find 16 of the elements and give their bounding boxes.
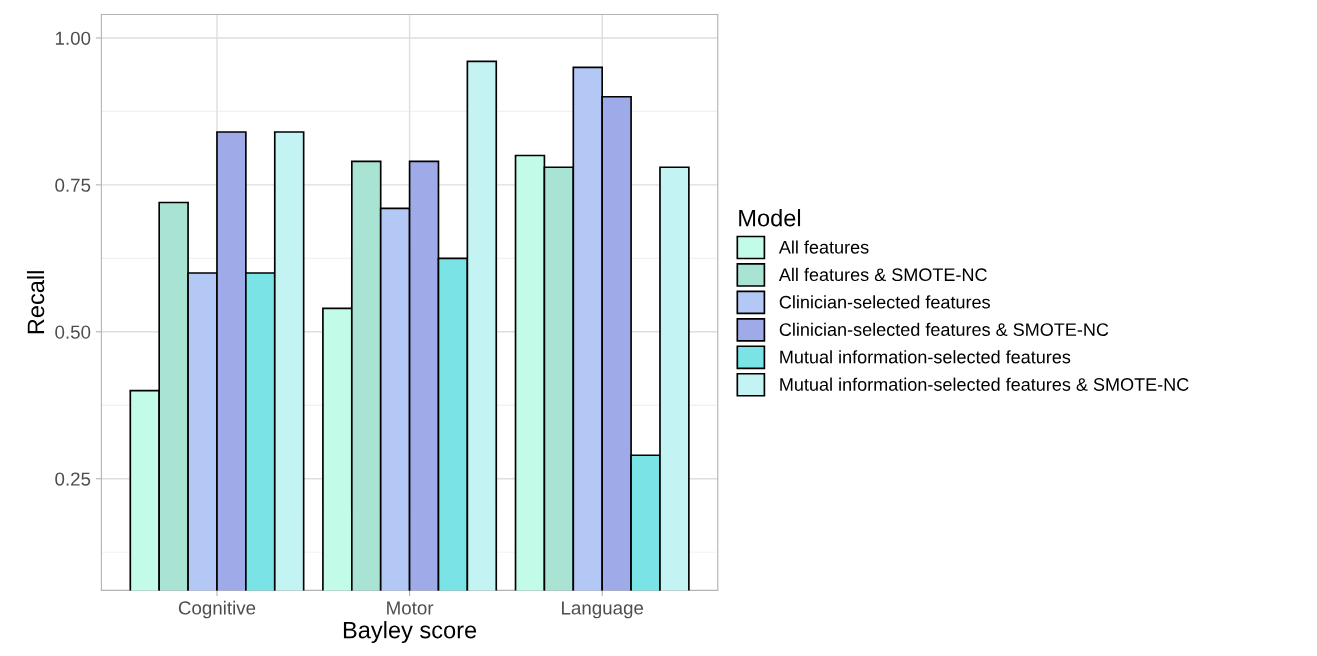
y-tick-label: 0.50 <box>55 325 91 339</box>
y-tick-label: 1.00 <box>55 31 91 45</box>
x-tick-label: Cognitive <box>178 600 256 619</box>
y-tick-label: 0.25 <box>55 472 91 486</box>
x-axis-title: Bayley score <box>343 621 477 644</box>
legend-label: Mutual information-selected features <box>780 350 1071 364</box>
legend-label: Mutual information-selected features & SMOTE-NC <box>780 377 1189 391</box>
y-tick-label: 0.75 <box>55 178 91 192</box>
legend-label: All features & SMOTE-NC <box>778 267 987 282</box>
y-axis-title: Recall <box>26 271 45 334</box>
x-tick-label: Language <box>562 601 644 619</box>
legend-label: Clinician-selected features & SMOTE-NC <box>779 322 1109 336</box>
legend-title: Model <box>739 209 801 227</box>
legend-label: All features <box>778 240 869 254</box>
legend-label: Clinician-selected features <box>779 295 990 309</box>
x-tick-label: Motor <box>387 601 434 615</box>
